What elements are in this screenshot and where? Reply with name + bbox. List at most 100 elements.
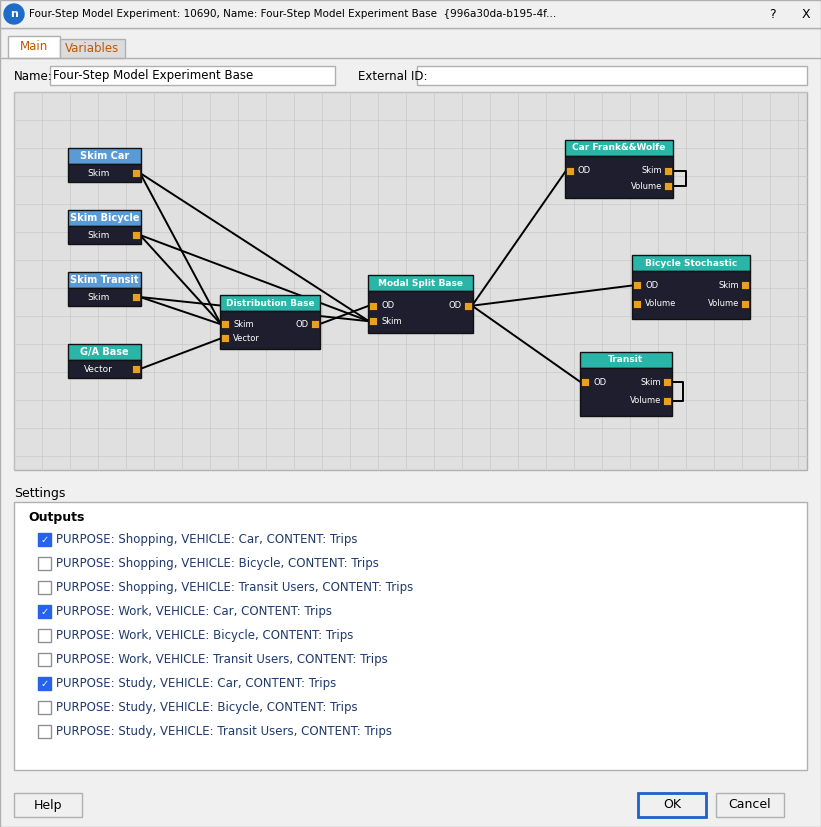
Text: Skim: Skim [381,317,401,326]
Bar [664,167,672,174]
Text: Cancel: Cancel [729,799,771,811]
Text: Skim: Skim [87,293,110,302]
Bar [68,272,141,288]
Bar [741,281,749,289]
Text: Skim: Skim [87,169,110,178]
Text: Skim Car: Skim Car [80,151,129,161]
Text: PURPOSE: Study, VEHICLE: Car, CONTENT: Trips: PURPOSE: Study, VEHICLE: Car, CONTENT: T… [56,677,337,691]
Text: Modal Split Base: Modal Split Base [378,279,463,288]
Bar [580,368,672,416]
Bar [38,581,51,594]
Text: ✓: ✓ [40,535,48,545]
Text: Skim Bicycle: Skim Bicycle [70,213,140,223]
Text: PURPOSE: Shopping, VEHICLE: Bicycle, CONTENT: Trips: PURPOSE: Shopping, VEHICLE: Bicycle, CON… [56,557,378,571]
Bar [132,365,140,373]
Bar [132,169,140,177]
Bar [368,291,473,333]
Bar [369,302,377,309]
Bar [132,293,140,301]
Text: OD: OD [381,301,394,310]
Text: G/A Base: G/A Base [80,347,129,357]
Text: ✓: ✓ [40,679,48,689]
Text: Vector: Vector [84,365,113,374]
Text: ✓: ✓ [40,607,48,617]
Text: Skim: Skim [87,231,110,240]
Text: Name:: Name: [14,69,53,83]
Text: X: X [801,7,810,21]
Bar [663,397,671,404]
Bar [638,793,706,817]
Circle shape [4,4,24,24]
Text: Four-Step Model Experiment: 10690, Name: Four-Step Model Experiment Base  {996a3: Four-Step Model Experiment: 10690, Name:… [29,9,557,19]
Bar [68,288,141,306]
Text: Transit: Transit [608,356,644,365]
Bar [580,352,672,368]
Bar [14,502,807,770]
Bar [221,320,229,328]
Bar [68,360,141,378]
Text: Volume: Volume [630,396,661,405]
Bar [38,725,51,738]
Text: Car Frank&&Wolfe: Car Frank&&Wolfe [572,144,666,152]
Bar [633,299,641,308]
Bar [38,677,51,690]
Bar [14,92,807,470]
Text: OK: OK [663,799,681,811]
Bar [632,271,750,319]
Text: PURPOSE: Work, VEHICLE: Transit Users, CONTENT: Trips: PURPOSE: Work, VEHICLE: Transit Users, C… [56,653,388,667]
Text: Skim: Skim [233,320,254,329]
Bar [633,281,641,289]
Bar [663,379,671,386]
Text: External ID:: External ID: [358,69,428,83]
Bar [68,148,141,164]
Bar [741,299,749,308]
Text: Four-Step Model Experiment Base: Four-Step Model Experiment Base [53,69,253,82]
Text: OD: OD [449,301,462,310]
Text: PURPOSE: Work, VEHICLE: Bicycle, CONTENT: Trips: PURPOSE: Work, VEHICLE: Bicycle, CONTENT… [56,629,353,643]
Bar [716,793,784,817]
Bar [417,66,807,85]
Text: n: n [10,9,18,19]
Text: ?: ? [768,7,775,21]
Bar [14,793,82,817]
Bar [0,0,821,28]
Text: PURPOSE: Study, VEHICLE: Transit Users, CONTENT: Trips: PURPOSE: Study, VEHICLE: Transit Users, … [56,725,392,739]
Bar [464,302,472,309]
Text: Skim: Skim [640,378,661,387]
Bar [68,164,141,182]
Text: Volume: Volume [708,299,739,308]
Bar [38,557,51,570]
Bar [565,156,673,198]
Bar [311,320,319,328]
Bar [565,140,673,156]
Bar [60,39,125,58]
Text: Distribution Base: Distribution Base [226,299,314,308]
Bar [50,66,335,85]
Text: PURPOSE: Work, VEHICLE: Car, CONTENT: Trips: PURPOSE: Work, VEHICLE: Car, CONTENT: Tr… [56,605,332,619]
Text: Variables: Variables [65,41,119,55]
Text: Outputs: Outputs [28,512,85,524]
Bar [38,629,51,642]
Text: Skim: Skim [641,166,662,175]
Bar [632,255,750,271]
Bar [132,231,140,239]
Bar [68,344,141,360]
Text: OD: OD [593,378,606,387]
Bar [38,533,51,546]
Text: Volume: Volume [631,182,662,191]
Bar [369,318,377,325]
Bar [68,226,141,244]
Text: OD: OD [296,320,309,329]
Bar [38,605,51,618]
Bar [220,295,320,311]
Text: Main: Main [20,41,48,54]
Text: Vector: Vector [233,334,260,343]
Text: Skim Transit: Skim Transit [71,275,139,285]
Text: PURPOSE: Shopping, VEHICLE: Car, CONTENT: Trips: PURPOSE: Shopping, VEHICLE: Car, CONTENT… [56,533,357,547]
Text: PURPOSE: Shopping, VEHICLE: Transit Users, CONTENT: Trips: PURPOSE: Shopping, VEHICLE: Transit User… [56,581,413,595]
Text: OD: OD [645,281,658,290]
Bar [38,701,51,714]
Bar [68,210,141,226]
Bar [220,311,320,349]
Bar [368,275,473,291]
